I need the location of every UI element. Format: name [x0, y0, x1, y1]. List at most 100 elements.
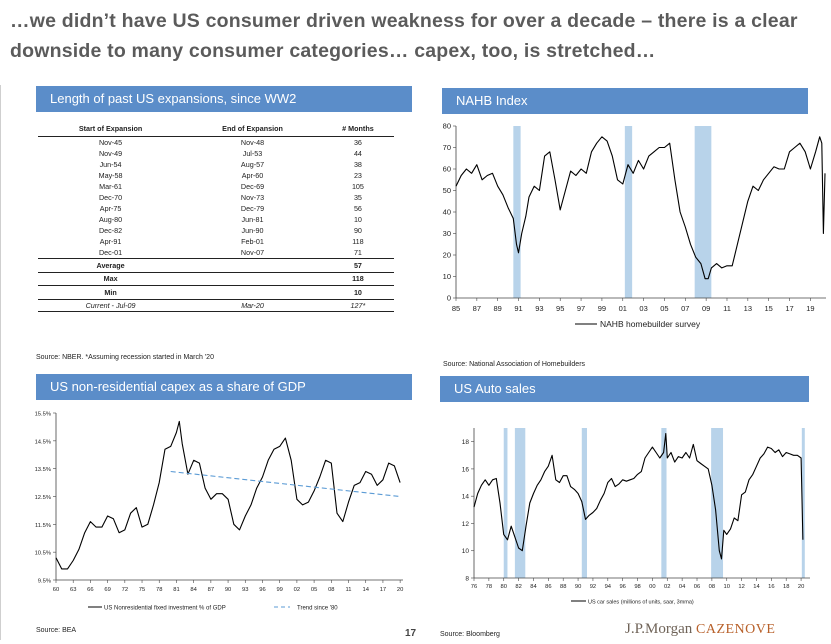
table-cell: Nov-48	[240, 138, 265, 147]
table-cell: Current - Jul-09	[38, 298, 184, 312]
table-cell: Dec-69	[240, 182, 265, 191]
x-tick-label: 97	[577, 304, 585, 313]
x-tick-label: 94	[605, 584, 612, 590]
table-cell	[183, 271, 322, 286]
nahb-panel-heading: NAHB Index	[442, 88, 808, 114]
series-line	[455, 136, 826, 280]
capex-source-note: Source: BEA	[36, 627, 77, 634]
x-tick-label: 92	[590, 584, 596, 590]
table-cell	[183, 285, 322, 299]
table-cell: Nov-49	[98, 149, 123, 158]
x-tick-label: 78	[156, 587, 162, 593]
summary-value: 118	[321, 271, 394, 286]
table-cell: Dec-70	[98, 193, 123, 202]
table-row: May-58 Apr-60 23	[38, 170, 394, 181]
x-tick-label: 76	[471, 584, 477, 590]
x-tick-label: 16	[768, 584, 774, 590]
table-cell: 44	[353, 149, 362, 158]
x-tick-label: 11	[345, 587, 351, 593]
y-tick-label: 70	[443, 143, 451, 152]
x-tick-label: 14	[362, 587, 369, 593]
table-cell: Mar-61	[99, 182, 122, 191]
table-cell: Apr-60	[241, 171, 264, 180]
x-tick-label: 02	[294, 587, 300, 593]
recession-band	[661, 428, 667, 578]
column-header: End of Expansion	[183, 122, 322, 137]
x-tick-label: 17	[380, 587, 386, 593]
table-row: Apr-91 Feb-01 118	[38, 236, 394, 247]
table-row: Dec-70 Nov-73 35	[38, 192, 394, 203]
recession-band	[581, 428, 587, 578]
table-cell: 127*	[321, 298, 394, 312]
y-tick-label: 18	[462, 439, 470, 446]
x-tick-label: 90	[225, 587, 231, 593]
trend-line	[170, 470, 401, 498]
y-tick-label: 60	[443, 165, 451, 174]
x-tick-label: 20	[798, 584, 804, 590]
table-row: Dec-01 Nov-07 71	[38, 247, 394, 259]
x-tick-label: 66	[87, 587, 93, 593]
summary-row: Min 10	[38, 285, 394, 299]
y-tick-label: 10.5%	[35, 551, 51, 557]
x-tick-label: 05	[311, 587, 317, 593]
x-tick-label: 88	[560, 584, 566, 590]
x-tick-label: 99	[598, 304, 606, 313]
table-cell: 105	[351, 182, 364, 191]
table-cell: Jun-54	[99, 160, 122, 169]
y-tick-label: 14	[462, 494, 470, 501]
y-tick-label: 15.5%	[35, 412, 51, 418]
x-tick-label: 18	[783, 584, 789, 590]
legend-label: Trend since '80	[297, 606, 338, 612]
x-tick-label: 89	[494, 304, 502, 313]
y-tick-label: 9.5%	[38, 579, 51, 585]
table-cell	[183, 258, 322, 272]
x-tick-label: 91	[514, 304, 522, 313]
brand-logo: J.P.Morgan CAZENOVE	[625, 621, 775, 638]
legend-label: NAHB homebuilder survey	[600, 319, 701, 329]
table-cell: Jun-81	[241, 215, 264, 224]
x-tick-label: 07	[681, 304, 689, 313]
table-row: Mar-61 Dec-69 105	[38, 181, 394, 192]
brand-sub: CAZENOVE	[696, 622, 776, 637]
legend-label: US Nonresidential fixed investment % of …	[104, 606, 226, 612]
y-tick-label: 40	[443, 208, 451, 217]
recession-band	[503, 428, 508, 578]
x-tick-label: 87	[208, 587, 214, 593]
summary-label: Average	[38, 258, 184, 272]
summary-label: Max	[38, 271, 184, 286]
table-cell: 38	[353, 160, 362, 169]
x-tick-label: 95	[556, 304, 564, 313]
table-row: Nov-45 Nov-48 36	[38, 137, 394, 149]
table-panel-heading: Length of past US expansions, since WW2	[36, 86, 412, 112]
table-cell: Feb-01	[241, 237, 264, 246]
x-tick-label: 00	[649, 584, 655, 590]
recession-band	[694, 126, 712, 298]
auto-panel-heading: US Auto sales	[440, 376, 809, 402]
table-row: Nov-49 Jul-53 44	[38, 148, 394, 159]
table-cell: 71	[353, 248, 362, 257]
x-tick-label: 14	[753, 584, 760, 590]
summary-value: 10	[321, 285, 394, 299]
auto-source-note: Source: Bloomberg	[440, 631, 500, 638]
table-cell: 118	[352, 237, 364, 246]
recession-band	[624, 126, 633, 298]
y-tick-label: 50	[443, 186, 451, 195]
table-cell: Nov-07	[240, 248, 265, 257]
table-row: Dec-82 Jun-90 90	[38, 225, 394, 236]
table-cell: Apr-75	[99, 204, 122, 213]
table-cell: Jul-53	[242, 149, 263, 158]
nahb-source-note: Source: National Association of Homebuil…	[443, 361, 586, 368]
summary-row: Max 118	[38, 271, 394, 286]
y-tick-label: 12.5%	[35, 495, 51, 501]
series-line	[55, 420, 401, 570]
current-expansion-row: Current - Jul-09 Mar-20 127*	[38, 298, 394, 312]
recession-band	[513, 126, 521, 298]
y-tick-label: 16	[462, 466, 470, 473]
x-tick-label: 84	[530, 584, 537, 590]
x-tick-label: 17	[785, 304, 793, 313]
column-header: Start of Expansion	[38, 122, 184, 137]
x-tick-label: 85	[452, 304, 460, 313]
y-tick-label: 8	[465, 576, 469, 583]
x-tick-label: 99	[276, 587, 282, 593]
x-tick-label: 08	[709, 584, 715, 590]
